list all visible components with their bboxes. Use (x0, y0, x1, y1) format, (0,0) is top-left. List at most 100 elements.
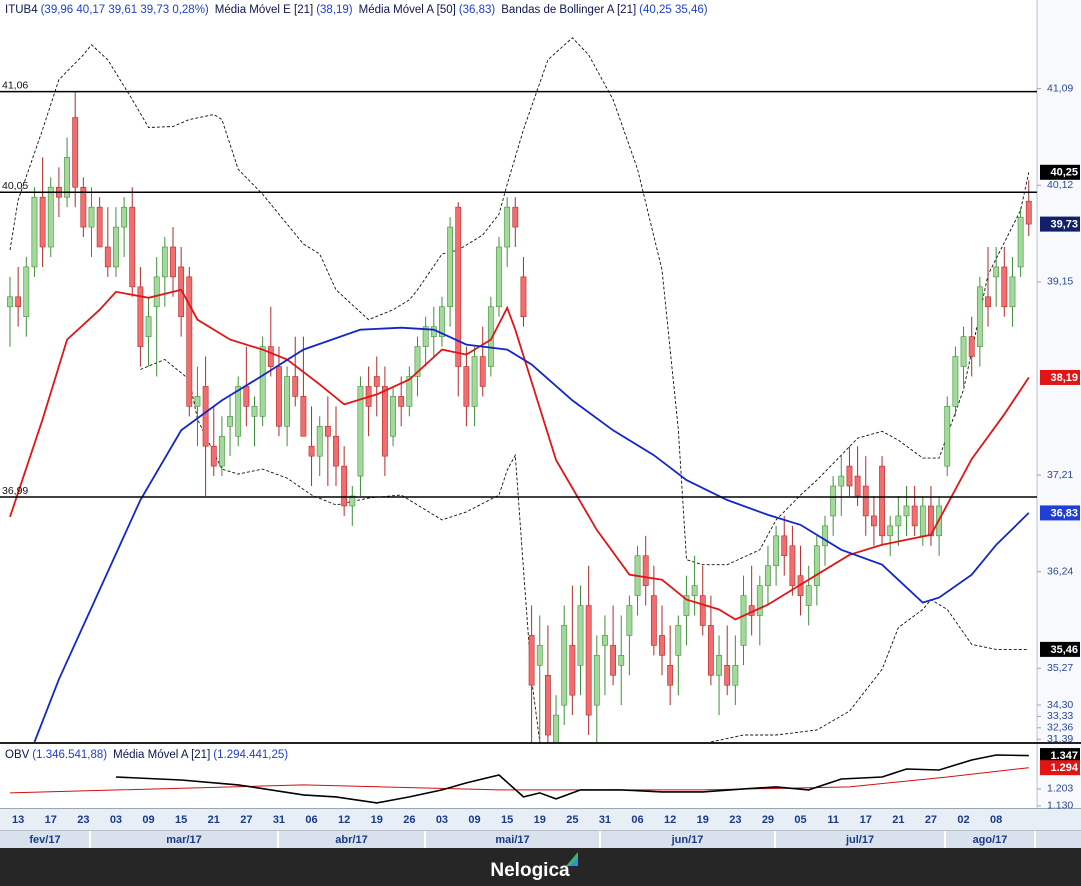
candle-body (732, 665, 739, 686)
legend-item: Média Móvel E [21] (215, 4, 313, 16)
candle-body (707, 625, 714, 676)
candle-body (650, 595, 657, 646)
legend: OBV (1.346.541,88) Média Móvel A [21] (1.29… (5, 749, 288, 761)
candle-body (267, 346, 274, 367)
x-tick-label: 23 (77, 814, 89, 826)
y-tick-label: 31,39 (1047, 733, 1073, 745)
candle-body (243, 386, 250, 407)
candle-body (259, 346, 266, 417)
candle-body (569, 645, 576, 696)
candle-body (341, 465, 348, 507)
candle-body (178, 266, 185, 318)
candle-body (968, 336, 975, 357)
price-badge-label: 1.294 (1050, 762, 1078, 774)
horizontal-line-label: 36,99 (2, 485, 28, 497)
candle-body (903, 505, 910, 517)
moving-average (9, 288, 1030, 621)
x-tick-label: 29 (762, 814, 774, 826)
candle-body (324, 425, 331, 437)
candle-body (691, 585, 698, 596)
candle-body (895, 515, 902, 527)
x-tick-label: 21 (208, 814, 220, 826)
moving-average (33, 326, 1030, 742)
candle-body (577, 605, 584, 666)
candle-body (756, 585, 763, 616)
y-tick-label: 40,12 (1047, 179, 1073, 191)
candle-body (610, 645, 616, 676)
candle-body (113, 226, 119, 268)
month-label: mai/17 (495, 834, 529, 846)
candle-body (1017, 216, 1024, 268)
candle-body (504, 206, 511, 248)
candle-body (47, 186, 54, 248)
candle-body (952, 356, 959, 407)
x-tick-label: 19 (697, 814, 709, 826)
candle-body (96, 206, 103, 248)
candle-body (487, 306, 494, 367)
candle-body (1001, 266, 1008, 308)
x-tick-label: 06 (305, 814, 317, 826)
x-tick-label: 15 (501, 814, 513, 826)
candle-body (72, 117, 79, 188)
candle-body (773, 535, 779, 567)
candle-body (31, 196, 38, 268)
candle-body (985, 296, 991, 308)
candle-body (153, 276, 160, 308)
price-badge-label: 40,25 (1050, 167, 1078, 179)
price-badge (1040, 505, 1080, 521)
candle-body (129, 206, 136, 288)
month-label: ago/17 (973, 834, 1008, 846)
candle-body (716, 655, 722, 676)
candle-body (64, 157, 70, 198)
x-tick-label: 03 (110, 814, 122, 826)
month-label: jul/17 (845, 834, 874, 846)
candle-body (145, 316, 152, 337)
horizontal-line-label: 40,05 (2, 180, 28, 192)
candle-body (593, 655, 600, 706)
candle-body (161, 246, 168, 278)
overlay: 41,09 40,12 39,15 37,21 36,24 35,27 34,3033,33… (2, 4, 1080, 848)
candle-body (813, 545, 820, 586)
candle-body (626, 605, 633, 636)
legend-item: (39,96 40,17 39,61 39,73 0,28%) (41, 4, 209, 16)
candle-body (659, 635, 665, 656)
candle-body (471, 356, 478, 407)
candle-body (830, 485, 837, 517)
x-tick-label: 09 (468, 814, 480, 826)
candle-body (292, 376, 299, 397)
horizontal-line-label: 41,06 (2, 79, 28, 91)
candle-body (854, 475, 861, 497)
y-tick-label: 34,30 (1047, 699, 1073, 711)
candle-body (862, 485, 869, 517)
candle-body (1009, 276, 1016, 308)
candle-body (699, 595, 706, 626)
price-badge (1040, 164, 1080, 180)
candle-body (879, 465, 885, 537)
price-badge-label: 38,19 (1050, 372, 1078, 384)
candle-body (602, 635, 608, 646)
date-axis-bg (0, 809, 1081, 831)
candle-body (308, 445, 315, 457)
month-label: mar/17 (166, 834, 201, 846)
month-label: jun/17 (671, 834, 704, 846)
candle-body (520, 276, 527, 318)
candle-body (398, 396, 405, 407)
legend: ITUB4 (39,96 40,17 39,61 39,73 0,28%) Médi… (5, 4, 708, 16)
y-tick-label: 33,33 (1047, 710, 1073, 722)
candle-body (870, 515, 877, 527)
candle-body (7, 296, 13, 308)
legend-item: Bandas de Bollinger A [21] (501, 4, 636, 16)
candle-body (357, 386, 364, 477)
x-tick-label: 06 (631, 814, 643, 826)
candle-body (1025, 200, 1032, 225)
legend-item: Média Móvel A [50] (359, 4, 456, 16)
x-tick-label: 17 (45, 814, 57, 826)
x-tick-label: 15 (175, 814, 187, 826)
candle-body (724, 665, 731, 686)
y-tick-label: 39,15 (1047, 276, 1073, 288)
y-tick-label: 1.203 (1047, 783, 1073, 795)
price-badge-label: 39,73 (1050, 219, 1078, 231)
candle-body (430, 326, 437, 337)
candle-body (822, 525, 828, 547)
